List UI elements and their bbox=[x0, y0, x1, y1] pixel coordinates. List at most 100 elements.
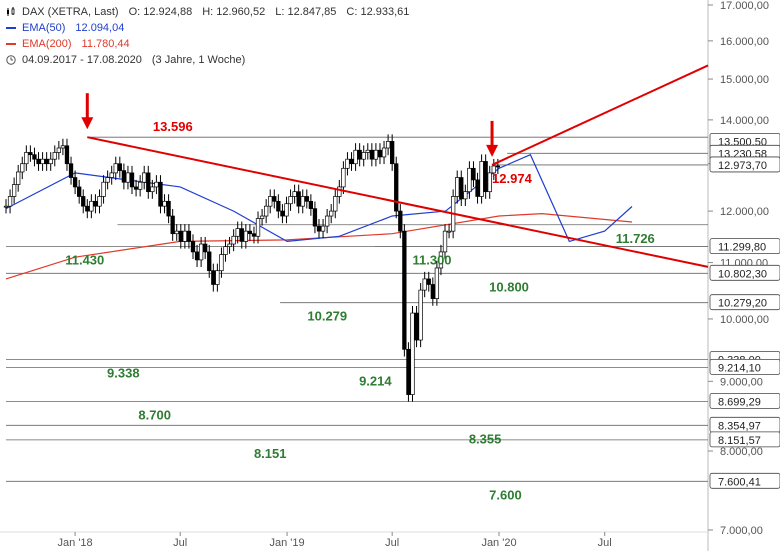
level-label: 8.700 bbox=[138, 407, 171, 422]
candle-body bbox=[495, 165, 501, 168]
candle-body bbox=[296, 191, 301, 207]
candle-body bbox=[227, 243, 232, 247]
close-value: 12.933,61 bbox=[360, 6, 410, 18]
candle-body bbox=[394, 163, 399, 212]
open-value: 12.924,88 bbox=[143, 6, 193, 18]
candle-body bbox=[329, 210, 334, 217]
candle-body bbox=[68, 163, 74, 178]
candle-body bbox=[292, 191, 297, 197]
axis-value-box bbox=[709, 393, 780, 409]
candle-body bbox=[316, 225, 322, 232]
candle-body bbox=[174, 230, 179, 235]
candle-body bbox=[272, 196, 277, 202]
candle-body bbox=[341, 167, 346, 188]
x-tick-label: Jan '18 bbox=[58, 537, 93, 549]
candle-body bbox=[324, 215, 330, 227]
candle-body bbox=[215, 270, 220, 285]
candle-body bbox=[7, 196, 13, 207]
candle-body bbox=[178, 230, 183, 242]
candle-body bbox=[259, 215, 265, 219]
candle-body bbox=[166, 200, 171, 217]
candle-body bbox=[64, 145, 70, 165]
candle-body bbox=[406, 348, 411, 395]
legend-ema200-row: EMA(200) 11.780,44 bbox=[6, 36, 409, 52]
x-tick-label: Jan '19 bbox=[269, 537, 304, 549]
axis-value-box bbox=[709, 156, 780, 173]
candle-body bbox=[361, 152, 366, 160]
candle-body bbox=[320, 225, 326, 232]
y-tick-label: 10.000,00 bbox=[720, 314, 769, 326]
candle-body bbox=[491, 165, 496, 174]
candle-body bbox=[11, 184, 17, 197]
candle-body bbox=[211, 270, 216, 285]
candle-body bbox=[426, 278, 431, 285]
candle-body bbox=[442, 230, 448, 253]
candle-body bbox=[381, 147, 387, 158]
candle-body bbox=[48, 158, 53, 165]
candle-body bbox=[365, 149, 370, 153]
ema200-value: 11.780,44 bbox=[81, 38, 130, 50]
y-tick-label: 8.000,00 bbox=[720, 446, 763, 458]
candle-body bbox=[182, 230, 188, 242]
candle-body bbox=[304, 196, 309, 202]
uptrend-trendline bbox=[491, 64, 709, 166]
candle-body bbox=[158, 181, 163, 207]
candle-body bbox=[231, 235, 236, 245]
candle-body bbox=[402, 230, 407, 350]
top-arrow-2018 bbox=[81, 117, 94, 130]
period-dates: 04.09.2017 - 17.08.2020 bbox=[22, 54, 142, 66]
candle-body bbox=[16, 171, 21, 185]
candle-body bbox=[77, 186, 82, 197]
level-label: 11.726 bbox=[616, 231, 655, 246]
candle-body bbox=[85, 205, 90, 212]
level-label: 9.338 bbox=[107, 365, 140, 380]
candle-body bbox=[125, 172, 131, 183]
candle-body bbox=[312, 208, 318, 227]
candle-body bbox=[162, 200, 167, 207]
candle-body bbox=[280, 210, 285, 217]
candle-body bbox=[414, 312, 419, 341]
low-value: 12.847,85 bbox=[287, 6, 337, 18]
x-tick-label: Jul bbox=[385, 537, 399, 549]
candle-body bbox=[117, 163, 122, 171]
ema200-label: EMA(200) bbox=[22, 38, 72, 50]
candle-body bbox=[483, 161, 488, 193]
candle-body bbox=[142, 172, 147, 183]
candle-body bbox=[40, 158, 45, 165]
candle-body bbox=[190, 241, 196, 253]
candle-body bbox=[349, 158, 354, 165]
candle-body bbox=[268, 196, 273, 207]
candlestick-icon bbox=[6, 7, 16, 17]
downtrend-trendline bbox=[87, 136, 709, 268]
candle-body bbox=[434, 267, 440, 299]
candle-body bbox=[3, 205, 9, 208]
candle-body bbox=[28, 152, 33, 156]
candle-body bbox=[264, 205, 269, 217]
candle-body bbox=[101, 181, 106, 197]
candle-body bbox=[255, 218, 261, 237]
candle-body bbox=[207, 251, 212, 272]
level-label: 12.974 bbox=[492, 171, 533, 186]
candle-body bbox=[223, 246, 228, 255]
axis-value-label: 8.354,97 bbox=[718, 420, 761, 432]
candle-body bbox=[239, 228, 244, 242]
candle-body bbox=[467, 167, 472, 193]
candle-body bbox=[377, 149, 383, 158]
candle-body bbox=[390, 141, 395, 165]
ema50-line bbox=[5, 153, 633, 243]
axis-value-box bbox=[709, 238, 780, 255]
ema50-value: 12.094,04 bbox=[75, 22, 125, 34]
candle-body bbox=[337, 186, 342, 197]
candle-body bbox=[203, 243, 208, 253]
candle-body bbox=[471, 167, 476, 181]
level-label: 13.596 bbox=[153, 119, 193, 134]
axis-value-label: 10.279,20 bbox=[718, 298, 767, 310]
candle-body bbox=[353, 149, 358, 165]
candle-body bbox=[422, 278, 427, 291]
axis-value-box bbox=[709, 294, 780, 311]
level-label: 8.355 bbox=[469, 431, 502, 446]
candle-body bbox=[398, 210, 403, 232]
candle-body bbox=[129, 172, 135, 188]
y-tick-label: 9.000,00 bbox=[720, 376, 763, 388]
